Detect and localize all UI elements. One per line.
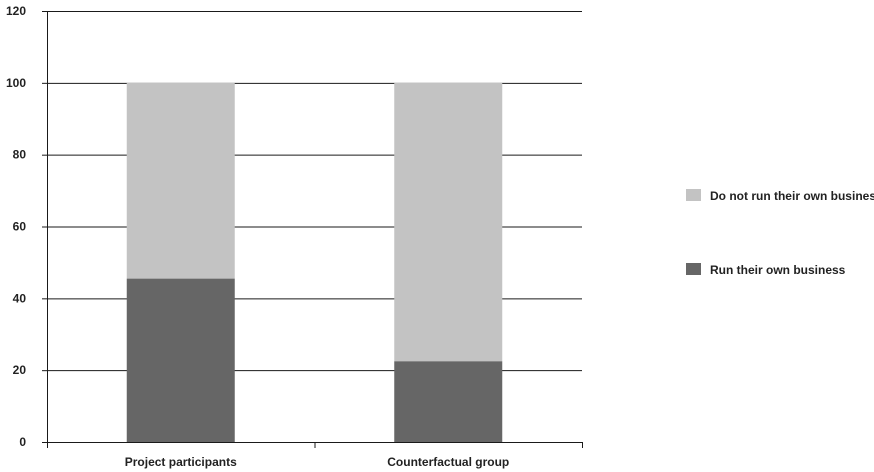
- y-tick-label: 0: [19, 435, 26, 449]
- bar-not-run-business-0: [126, 82, 235, 279]
- y-tick-label: 80: [13, 148, 27, 162]
- bar-run-business-0: [126, 278, 235, 442]
- x-category-label: Counterfactual group: [387, 455, 509, 469]
- axes: 0 20 40 60 80 100 120 Project participants Count…: [6, 4, 583, 469]
- y-tick-label: 100: [6, 76, 26, 90]
- legend: Do not run their own business Run their o…: [686, 189, 874, 277]
- y-tick-label: 120: [6, 4, 26, 18]
- legend-label: Do not run their own business: [710, 189, 874, 203]
- legend-label: Run their own business: [710, 263, 846, 277]
- y-tick-label: 20: [13, 363, 27, 377]
- bar-run-business-1: [394, 361, 503, 442]
- y-tick-label: 60: [13, 220, 27, 234]
- bars: [126, 82, 503, 442]
- legend-swatch: [686, 189, 701, 201]
- legend-swatch: [686, 263, 701, 275]
- x-category-label: Project participants: [125, 455, 237, 469]
- bar-not-run-business-1: [394, 82, 503, 362]
- y-tick-label: 40: [13, 291, 27, 305]
